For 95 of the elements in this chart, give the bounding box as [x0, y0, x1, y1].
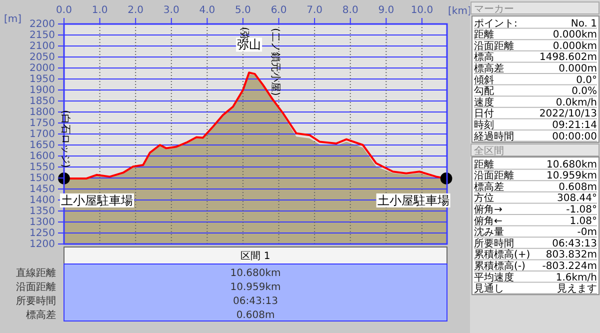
text: 累積標高(+)	[474, 248, 530, 261]
y-tick-label: 1700	[30, 129, 55, 140]
x-tick-label: 2.0	[128, 5, 144, 16]
y-tick-label: 2100	[30, 41, 55, 52]
text: 方位	[474, 192, 494, 204]
text: 06:43:13	[233, 296, 278, 307]
text: 所要時間	[16, 295, 56, 307]
text: 所要時間	[474, 237, 514, 250]
text: マーカー	[474, 4, 514, 15]
y-tick-label: 1200	[30, 239, 55, 250]
text: 0.000m	[558, 64, 597, 74]
text: 1498.602m	[540, 52, 597, 64]
text: 0.000km	[552, 30, 597, 41]
annotation: (二ノ鎖元小屋)	[270, 28, 282, 96]
text: 0.0°	[576, 74, 597, 86]
text: 10.680km	[546, 159, 597, 170]
y-tick-label: 2200	[30, 19, 55, 30]
text: 傾斜	[474, 74, 494, 86]
text: 直線距離	[16, 267, 56, 279]
text: 0.0%	[572, 86, 597, 98]
annotation: 土小屋駐車場	[377, 193, 450, 208]
text: 見通し	[474, 282, 504, 295]
y-tick-label: 1600	[30, 151, 55, 162]
text: 標高差	[474, 62, 504, 74]
text: 距離	[474, 28, 494, 41]
text: 標高差	[26, 309, 56, 321]
y-tick-label: 1550	[30, 162, 55, 174]
y-tick-label: 1400	[30, 195, 55, 206]
annotation: 弥山	[237, 38, 262, 52]
text: 全区間	[474, 145, 504, 157]
y-tick-label: 1750	[30, 118, 55, 130]
y-tick-label: 1800	[30, 107, 55, 118]
annotation: (白石ロッジ)	[60, 110, 72, 168]
text: No. 1	[570, 18, 597, 30]
text: 0.608m	[558, 182, 597, 193]
x-tick-label: 8.0	[342, 5, 358, 16]
text: -0m	[577, 227, 597, 238]
text: 俯角→	[474, 204, 502, 216]
text: 0.608m	[236, 310, 275, 321]
text: 沿面距離	[474, 40, 514, 52]
text: 1.08°	[570, 216, 597, 227]
text: 沿面距離	[16, 281, 56, 293]
text: ポイント:	[474, 18, 518, 30]
text: 速度	[474, 96, 494, 108]
y-tick-label: 1300	[30, 217, 55, 228]
text: 1.6km/h	[556, 272, 597, 284]
text: 標高差	[474, 180, 504, 193]
text: 見えます	[557, 284, 597, 295]
y-tick-label: 2050	[30, 52, 55, 64]
x-tick-label: 6.0	[270, 5, 287, 16]
text: 308.44°	[557, 193, 597, 204]
text: 06:43:13	[552, 238, 597, 250]
text: 沿面距離	[474, 170, 514, 182]
text: 10.959km	[546, 170, 597, 182]
text: 10.680km	[230, 268, 281, 279]
y-tick-label: 1950	[30, 74, 55, 86]
text: 区間 1	[240, 251, 270, 262]
text: 2022/10/13	[539, 108, 597, 120]
x-tick-label: 5.0	[235, 5, 251, 16]
text: 経過時間	[473, 130, 514, 142]
text: 平均速度	[474, 271, 514, 284]
y-tick-label: 1350	[30, 206, 55, 218]
x-tick-label: 7.0	[306, 5, 323, 16]
y-tick-label: 2150	[30, 30, 55, 42]
text: -803.224m	[542, 261, 597, 272]
text: 俯角←	[474, 214, 502, 227]
text: 00:00:00	[552, 131, 597, 142]
x-tick-label: 1.0	[92, 5, 108, 16]
text: -1.08°	[566, 204, 597, 216]
text: 0.0km/h	[556, 97, 597, 108]
annotation: 土小屋駐車場	[61, 193, 133, 208]
y-tick-label: 1650	[30, 140, 55, 152]
y-axis-title: [m]	[4, 14, 22, 25]
y-tick-label: 1900	[30, 85, 55, 96]
text: 沈み量	[474, 226, 504, 238]
text: 累積標高(-)	[474, 260, 526, 272]
x-tick-label: 4.0	[199, 5, 216, 16]
y-tick-label: 1250	[30, 228, 55, 240]
text: 標高	[474, 51, 494, 64]
text: 803.832m	[546, 250, 597, 261]
y-tick-label: 1850	[30, 96, 55, 108]
text: 勾配	[474, 85, 494, 98]
x-tick-label: 3.0	[163, 5, 180, 16]
text: 時刻	[474, 119, 494, 131]
x-tick-label: 10.0	[410, 5, 434, 16]
text: 09:21:14	[552, 120, 597, 131]
x-tick-label: 9.0	[378, 5, 394, 16]
y-tick-label: 1450	[30, 184, 55, 196]
text: 距離	[474, 158, 494, 170]
x-tick-label: 0.0	[56, 5, 72, 16]
y-tick-label: 1500	[30, 173, 55, 184]
text: 0.000km	[552, 40, 597, 52]
text: 10.959km	[230, 282, 281, 293]
text: 日付	[474, 108, 494, 120]
y-tick-label: 2000	[30, 63, 55, 74]
